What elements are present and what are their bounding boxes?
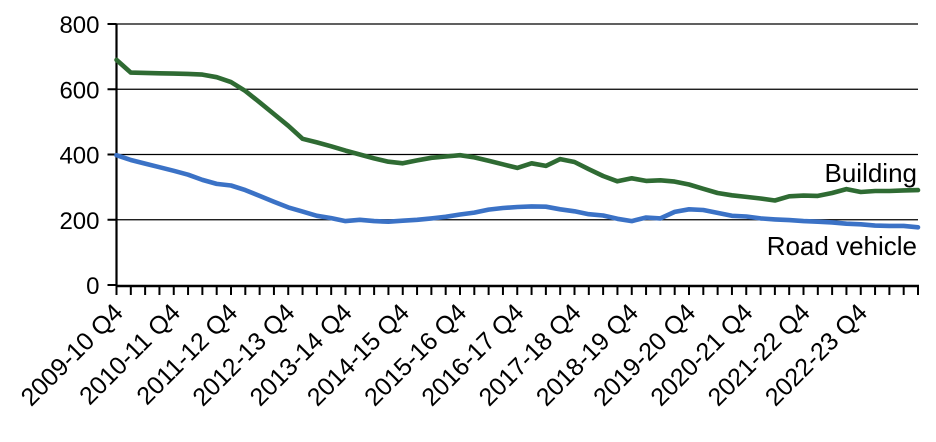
- y-tick-label: 400: [59, 143, 99, 170]
- series-lines: [114, 57, 921, 230]
- y-axis-labels: 0 200 400 600 800: [59, 12, 99, 300]
- building-series-label: Building: [824, 158, 917, 188]
- road-vehicle-series-label: Road vehicle: [767, 231, 917, 261]
- y-tick-label: 0: [86, 273, 99, 300]
- x-axis: [115, 284, 919, 295]
- y-tick-label: 200: [59, 208, 99, 235]
- y-tick-label: 800: [59, 12, 99, 39]
- y-tick-label: 600: [59, 77, 99, 104]
- y-gridlines: [116, 23, 918, 221]
- road-vehicle-line: [114, 152, 921, 230]
- building-line: [114, 57, 921, 203]
